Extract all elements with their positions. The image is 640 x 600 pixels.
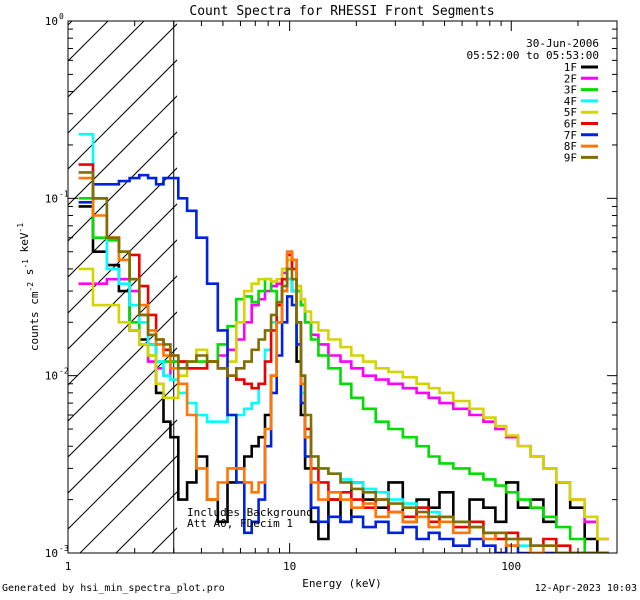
x-tick-labels: 1 10 100	[65, 560, 522, 573]
series-layer	[78, 132, 609, 553]
y-tick-mantissa: 10	[45, 547, 58, 560]
y-tick-mantissa: 10	[45, 192, 58, 205]
legend-label-9F: 9F	[564, 151, 577, 164]
legend-label-2F: 2F	[564, 72, 577, 85]
hatch-line	[68, 239, 177, 350]
hatch-line	[68, 419, 177, 530]
legend-label-8F: 8F	[564, 140, 577, 153]
hatch-line	[68, 275, 177, 386]
y-tick-label: 10 -3	[45, 544, 69, 560]
series-5F-line	[78, 258, 609, 541]
y-tick-exponent: -3	[59, 544, 69, 553]
x-tick-label: 100	[501, 560, 521, 573]
hatch-line	[260, 0, 640, 553]
y-tick-exponent: -1	[59, 189, 69, 198]
annotation-background: Includes Background	[187, 506, 313, 519]
hatch-line	[68, 95, 177, 206]
hatch-line	[68, 23, 177, 134]
hatch-line	[68, 311, 177, 422]
hatch-line	[68, 347, 177, 458]
hatch-line	[68, 21, 145, 98]
series-9F-line	[78, 171, 609, 553]
legend-label-5F: 5F	[564, 106, 577, 119]
timestamp-label: 12-Apr-2023 10:03	[534, 583, 637, 594]
legend-label-3F: 3F	[564, 84, 577, 97]
date-label: 30-Jun-2006	[526, 37, 599, 50]
hatch-line	[68, 383, 177, 494]
annotation-attenuator: Att A0, FDecim 1	[187, 517, 293, 530]
y-tick-label: 10 -2	[45, 367, 69, 383]
x-tick-label: 1	[65, 560, 72, 573]
x-axis-label: Energy (keV)	[302, 577, 381, 590]
y-tick-label: 10 0	[45, 12, 64, 28]
y-tick-mantissa: 10	[45, 370, 58, 383]
hatch-line	[0, 0, 104, 553]
legend-label-7F: 7F	[564, 129, 577, 142]
y-tick-label: 10 -1	[45, 189, 69, 205]
generated-by-label: Generated by hsi_min_spectra_plot.pro	[2, 583, 225, 594]
plot-frame	[67, 20, 618, 554]
y-axis-label: counts cm-2 s-1 keV-1	[16, 223, 41, 351]
axis-ticks	[67, 20, 618, 554]
legend-label-6F: 6F	[564, 118, 577, 131]
chart-title: Count Spectra for RHESSI Front Segments	[189, 4, 494, 19]
hatch-line	[68, 21, 109, 62]
y-tick-exponent: -2	[59, 367, 69, 376]
hatch-line	[68, 203, 177, 314]
time-range-label: 05:52:00 to 05:53:00	[467, 49, 599, 62]
series-7F-line	[78, 173, 609, 553]
legend-label-4F: 4F	[564, 95, 577, 108]
hatch-line	[115, 491, 177, 553]
y-tick-mantissa: 10	[45, 15, 58, 28]
y-tick-exponent: 0	[59, 12, 64, 21]
series-1F-line	[78, 205, 609, 553]
legend-label-1F: 1F	[564, 61, 577, 74]
x-tick-label: 10	[283, 560, 296, 573]
excluded-energy-hatch	[0, 0, 640, 553]
hatch-line	[68, 59, 177, 170]
series-8F-line	[78, 176, 609, 553]
